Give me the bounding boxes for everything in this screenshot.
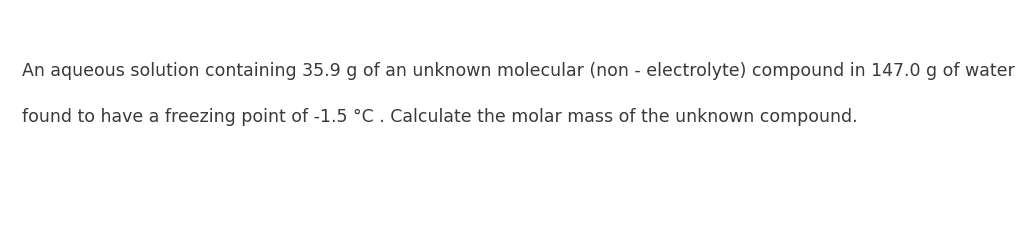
Text: found to have a freezing point of -1.5 °C . Calculate the molar mass of the unkn: found to have a freezing point of -1.5 °… bbox=[22, 108, 857, 126]
Text: An aqueous solution containing 35.9 g of an unknown molecular (non - electrolyte: An aqueous solution containing 35.9 g of… bbox=[22, 62, 1018, 80]
